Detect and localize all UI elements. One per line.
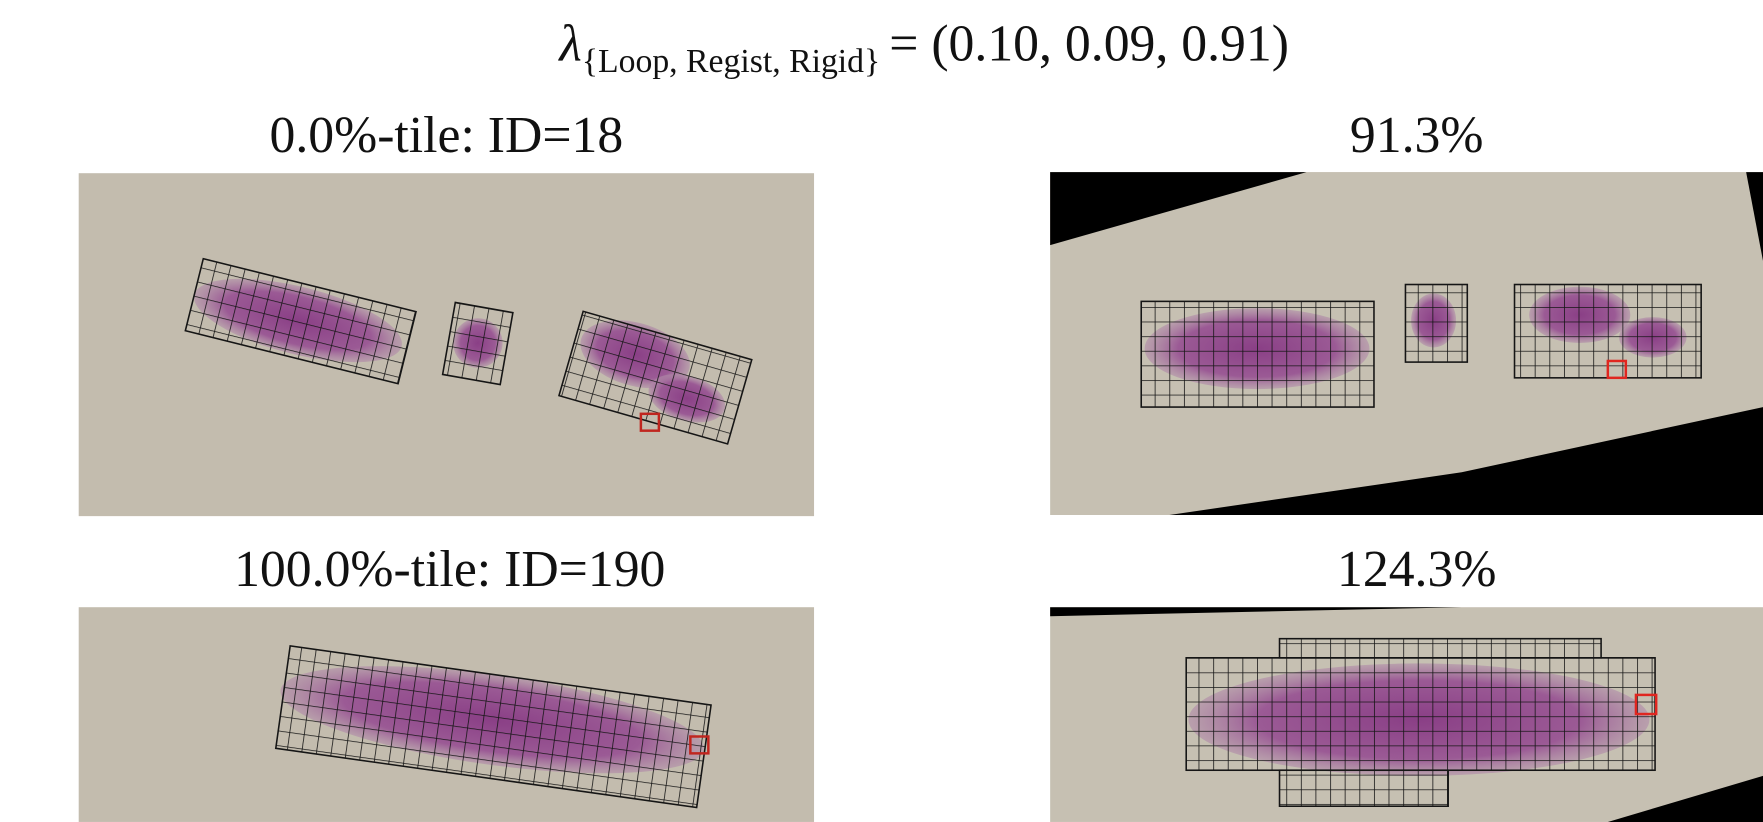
rhs: = (0.10, 0.09, 0.91) xyxy=(889,16,1289,73)
panel-title: 0.0%-tile: ID=18 xyxy=(269,107,623,164)
figure: λ{Loop, Regist, Rigid}= (0.10, 0.09, 0.9… xyxy=(0,0,1763,822)
subscript: {Loop, Regist, Rigid} xyxy=(582,43,880,80)
lambda: λ xyxy=(557,16,581,73)
panel-title: 100.0%-tile: ID=190 xyxy=(234,541,665,598)
panel-image xyxy=(79,173,814,516)
panel-image xyxy=(79,607,814,822)
page: λ{Loop, Regist, Rigid}= (0.10, 0.09, 0.9… xyxy=(0,0,1763,822)
figure-title: λ{Loop, Regist, Rigid}= (0.10, 0.09, 0.9… xyxy=(557,16,1289,80)
panel-title: 124.3% xyxy=(1337,541,1496,598)
panel-title: 91.3% xyxy=(1350,107,1484,164)
panel-image xyxy=(1050,172,1763,515)
panel-image xyxy=(1050,607,1763,822)
